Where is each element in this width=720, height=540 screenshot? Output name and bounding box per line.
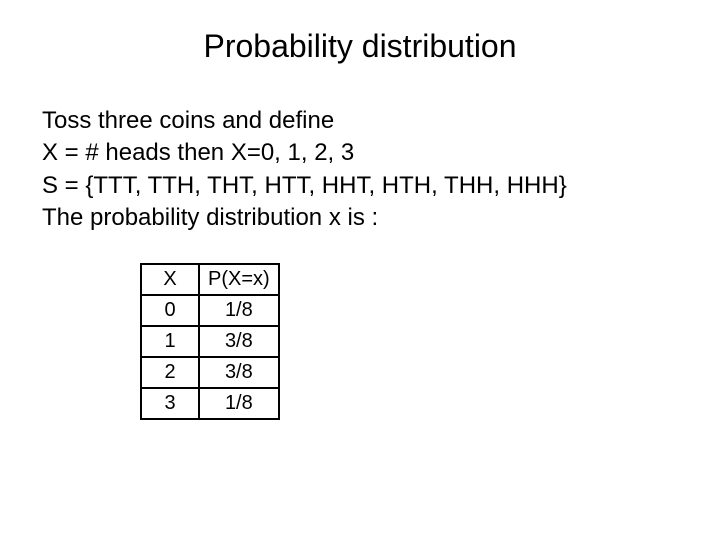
- distribution-table-wrap: X P(X=x) 0 1/8 1 3/8 2 3/8 3 1/8: [140, 263, 720, 420]
- line-1: Toss three coins and define: [42, 105, 678, 137]
- cell-p: 3/8: [199, 326, 279, 357]
- cell-p: 3/8: [199, 357, 279, 388]
- cell-x: 0: [141, 295, 199, 326]
- table-header-row: X P(X=x): [141, 264, 279, 295]
- table-row: 0 1/8: [141, 295, 279, 326]
- cell-x: 2: [141, 357, 199, 388]
- header-x: X: [141, 264, 199, 295]
- cell-x: 1: [141, 326, 199, 357]
- body-text: Toss three coins and define X = # heads …: [0, 105, 720, 235]
- line-2: X = # heads then X=0, 1, 2, 3: [42, 137, 678, 169]
- table-row: 2 3/8: [141, 357, 279, 388]
- line-4: The probability distribution x is :: [42, 202, 678, 234]
- cell-p: 1/8: [199, 388, 279, 419]
- table-row: 3 1/8: [141, 388, 279, 419]
- table-row: 1 3/8: [141, 326, 279, 357]
- cell-p: 1/8: [199, 295, 279, 326]
- cell-x: 3: [141, 388, 199, 419]
- line-3: S = {TTT, TTH, THT, HTT, HHT, HTH, THH, …: [42, 170, 678, 202]
- distribution-table: X P(X=x) 0 1/8 1 3/8 2 3/8 3 1/8: [140, 263, 280, 420]
- page-title: Probability distribution: [0, 0, 720, 105]
- header-p: P(X=x): [199, 264, 279, 295]
